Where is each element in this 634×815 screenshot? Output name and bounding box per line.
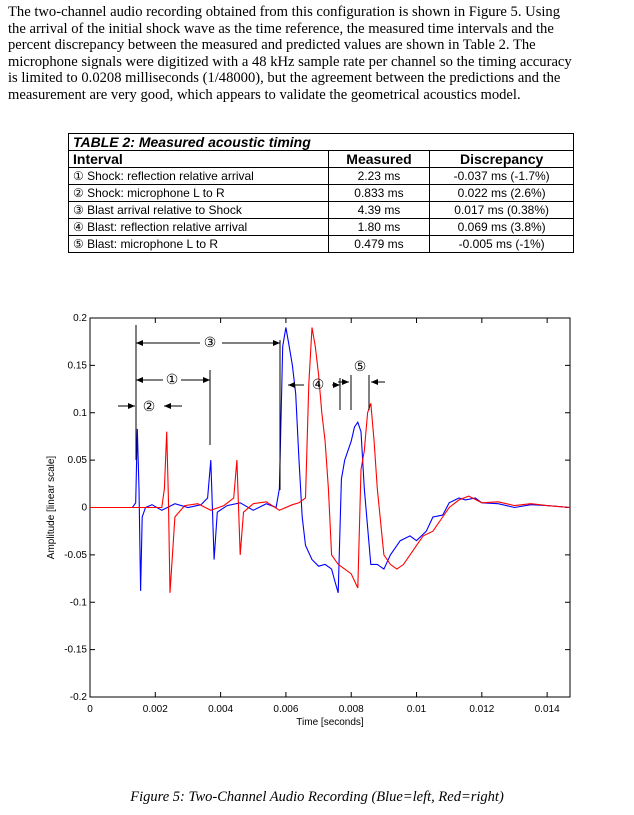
chart: -0.2 -0.15 -0.1 -0.05 0 0.05 0.1 0.15 0.2 0 0.002 0… [46, 313, 571, 728]
x-axis-label: Time [seconds] [296, 717, 364, 728]
table-cell: ② Shock: microphone L to R [68, 184, 329, 202]
x-tick-label: 0.002 [143, 704, 168, 715]
table-row: ⑤ Blast: microphone L to R 0.479 ms -0.005… [68, 235, 574, 253]
table-cell: 2.23 ms [327, 167, 431, 185]
text-line: is limited to 0.0208 milliseconds (1/480… [8, 70, 561, 86]
table-cell: ⑤ Blast: microphone L to R [68, 235, 329, 253]
x-tick-label: 0.006 [273, 704, 298, 715]
annotation: ④ [312, 376, 325, 392]
table-cell: 0.017 ms (0.38%) [429, 201, 574, 219]
table-row: ① Shock: reflection relative arrival 2.23… [68, 167, 574, 185]
series-line [90, 327, 571, 593]
table-cell: ③ Blast arrival relative to Shock [68, 201, 329, 219]
y-tick-label: 0.1 [73, 408, 87, 419]
y-tick-label: -0.05 [64, 550, 87, 561]
text-line: microphone signals were digitized with a… [8, 53, 572, 70]
table-cell: 0.022 ms (2.6%) [429, 184, 574, 202]
table-row: ② Shock: microphone L to R 0.833 ms 0.022 … [68, 184, 574, 202]
annotation: ② [143, 398, 156, 414]
annotation: ③ [204, 334, 217, 350]
y-tick-label: 0.05 [68, 455, 88, 466]
x-tick-label: 0.01 [407, 704, 427, 715]
text-line: measurement are very good, which appears… [8, 86, 521, 103]
table-body: ① Shock: reflection relative arrival 2.23… [68, 167, 574, 253]
table: TABLE 2: Measured acoustic timing Interv… [68, 133, 574, 253]
table-cell: -0.005 ms (-1%) [429, 235, 574, 253]
y-axis-label: Amplitude [linear scale] [46, 456, 57, 560]
table-cell: ④ Blast: reflection relative arrival [68, 218, 329, 236]
column-header: Discrepancy [429, 150, 574, 168]
table-row: ③ Blast arrival relative to Shock 4.39 ms… [68, 201, 574, 219]
y-tick-label: 0 [81, 503, 87, 514]
text-line: the arrival of the initial shock wave as… [8, 20, 554, 37]
series-line [90, 327, 571, 593]
table-cell: 1.80 ms [327, 218, 431, 236]
y-tick-label: 0.15 [68, 360, 88, 371]
paragraph: The two-channel audio recording obtained… [8, 4, 572, 103]
table-cell: 0.479 ms [327, 235, 431, 253]
table-cell: ① Shock: reflection relative arrival [68, 167, 329, 185]
annotation: ① [166, 371, 179, 387]
caption: Figure 5: Two-Channel Audio Recording (B… [130, 789, 504, 805]
table-title: TABLE 2: Measured acoustic timing [68, 133, 574, 151]
y-tick-label: 0.2 [73, 313, 87, 324]
x-tick-label: 0.004 [208, 704, 233, 715]
text-line: percent discrepancy between the measured… [8, 37, 536, 53]
y-tick-label: -0.1 [70, 597, 88, 608]
table-cell: -0.037 ms (-1.7%) [429, 167, 574, 185]
x-tick-label: 0.008 [339, 704, 364, 715]
x-tick-label: 0.014 [535, 704, 560, 715]
table-cell: 0.069 ms (3.8%) [429, 218, 574, 236]
y-tick-label: -0.2 [70, 692, 88, 703]
y-tick-label: -0.15 [64, 645, 87, 656]
table-row: ④ Blast: reflection relative arrival 1.80… [68, 218, 574, 236]
column-header: Interval [68, 150, 329, 168]
column-header: Measured [327, 150, 431, 168]
x-tick-label: 0 [87, 704, 93, 715]
x-tick-label: 0.012 [469, 704, 494, 715]
table-cell: 0.833 ms [327, 184, 431, 202]
text-line: The two-channel audio recording obtained… [8, 4, 561, 20]
annotation: ⑤ [354, 358, 367, 374]
table-cell: 4.39 ms [327, 201, 431, 219]
